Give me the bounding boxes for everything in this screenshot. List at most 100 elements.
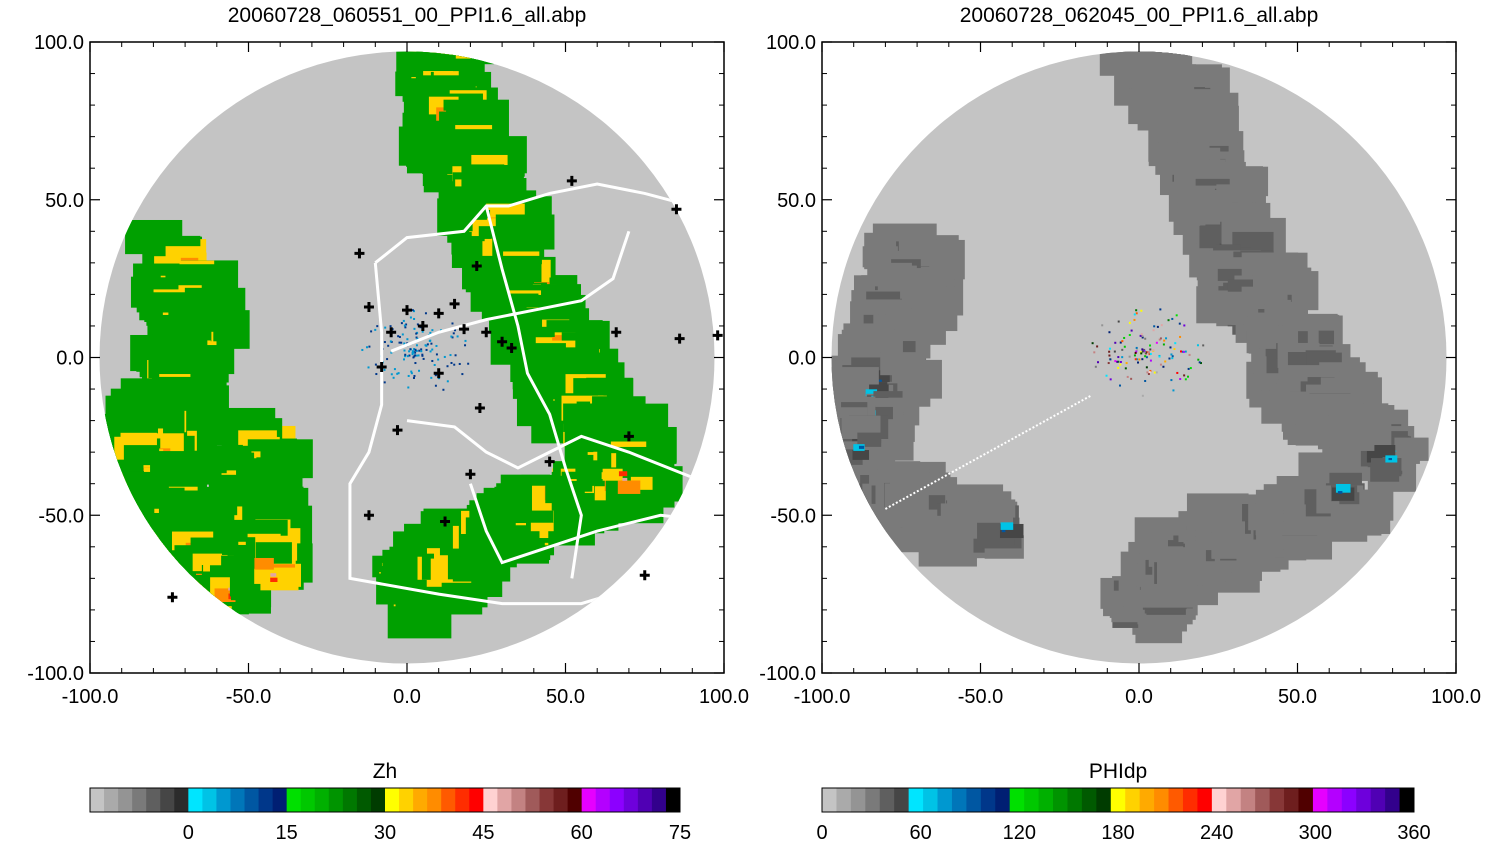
colorbar-swatch [1053,788,1068,812]
clutter-cell [397,372,400,375]
clutter-cell [1168,357,1171,360]
colorbar-swatch [104,788,119,812]
clutter-cell [416,337,419,340]
colorbar-swatch [836,788,852,812]
clutter-cell [1137,361,1140,364]
clutter-cell [415,336,418,339]
colorbar-swatch [1226,788,1242,812]
clutter-cell [398,341,401,344]
city-marker-icon [449,298,460,309]
clutter-cell [1121,340,1124,343]
colorbar-swatch [441,788,456,812]
clutter-cell [413,327,416,330]
clutter-cell [1152,349,1155,352]
colorbar-swatch [1096,788,1112,812]
colorbar-swatch [272,788,288,812]
clutter-cell [383,368,386,371]
clutter-cell [434,384,437,387]
echo-cell [260,567,299,591]
clutter-cell [428,339,431,342]
clutter-cell [1171,357,1174,360]
clutter-cell [1140,309,1143,312]
clutter-cell [433,364,436,367]
y-tick-label: 0.0 [788,348,816,370]
clutter-cell [416,323,419,326]
city-marker-icon [417,320,428,331]
clutter-cell [1196,344,1199,347]
clutter-cell [1140,352,1143,355]
colorbar-swatch [1154,788,1170,812]
clutter-cell [397,335,400,338]
clutter-cell [1130,377,1133,380]
clutter-cell [403,324,406,327]
clutter-cell [1141,336,1144,339]
echo-cell [852,449,870,460]
colorbar-swatch [497,788,512,812]
clutter-cell [1156,325,1159,328]
clutter-cell [1158,355,1161,358]
echo-cell [602,468,623,481]
colorbar-swatch [385,788,400,812]
colorbar-tick-label: 240 [1200,822,1233,844]
colorbar-swatch [966,788,982,812]
clutter-cell [1147,372,1150,375]
echo-cell [1335,483,1351,493]
clutter-cell [1128,334,1131,337]
clutter-cell [1178,322,1181,325]
city-marker-icon [671,204,682,215]
clutter-cell [1152,329,1155,332]
clutter-cell [409,316,412,319]
clutter-cell [430,376,433,379]
colorbar-swatch [90,788,105,812]
echo-cell [123,445,160,467]
echo-field [99,51,715,639]
clutter-cell [435,344,438,347]
clutter-cell [421,354,424,357]
colorbar-tick-label: 60 [571,822,593,844]
colorbar-swatch [342,788,358,812]
clutter-cell [400,322,403,325]
clutter-cell [1125,362,1128,365]
clutter-cell [405,323,408,326]
x-tick-label: 100.0 [1431,686,1481,708]
clutter-cell [1159,363,1162,366]
clutter-cell [392,376,395,379]
y-tick-label: 50.0 [777,190,816,212]
clutter-cell [1123,336,1126,339]
clutter-cell [431,359,434,362]
clutter-cell [413,374,416,377]
y-tick-label: 100.0 [766,32,816,54]
clutter-cell [1141,350,1144,353]
colorbar-swatch [879,788,895,812]
colorbar-swatch [1067,788,1083,812]
clutter-cell [1162,343,1165,346]
y-tick-label: -100.0 [759,663,816,685]
colorbar-label: Zh [373,760,398,783]
clutter-cell [1116,360,1119,363]
clutter-cell [1184,378,1187,381]
clutter-cell [1114,341,1117,344]
clutter-cell [429,331,432,334]
clutter-cell [420,350,423,353]
colorbar-swatch [651,788,667,812]
clutter-cell [1197,358,1200,361]
clutter-cell [414,362,417,365]
colorbar-swatch [1125,788,1141,812]
city-marker-icon [544,456,555,467]
boundary-line [468,483,715,565]
city-marker-icon [497,336,508,347]
clutter-cell [1108,350,1111,353]
city-marker-icon [363,510,374,521]
clutter-cell [1149,352,1152,355]
colorbar-swatch [146,788,161,812]
echo-cell [1388,458,1393,461]
clutter-cell [1170,379,1173,382]
clutter-cell [1141,394,1144,397]
clutter-cell [425,348,428,351]
clutter-cell [413,317,416,320]
clutter-cell [412,376,415,379]
colorbar: Zh 0 15 30 45 60 75 [89,760,691,844]
echo-cell [869,370,890,383]
clutter-cell [403,349,406,352]
colorbar-swatch [188,788,203,812]
